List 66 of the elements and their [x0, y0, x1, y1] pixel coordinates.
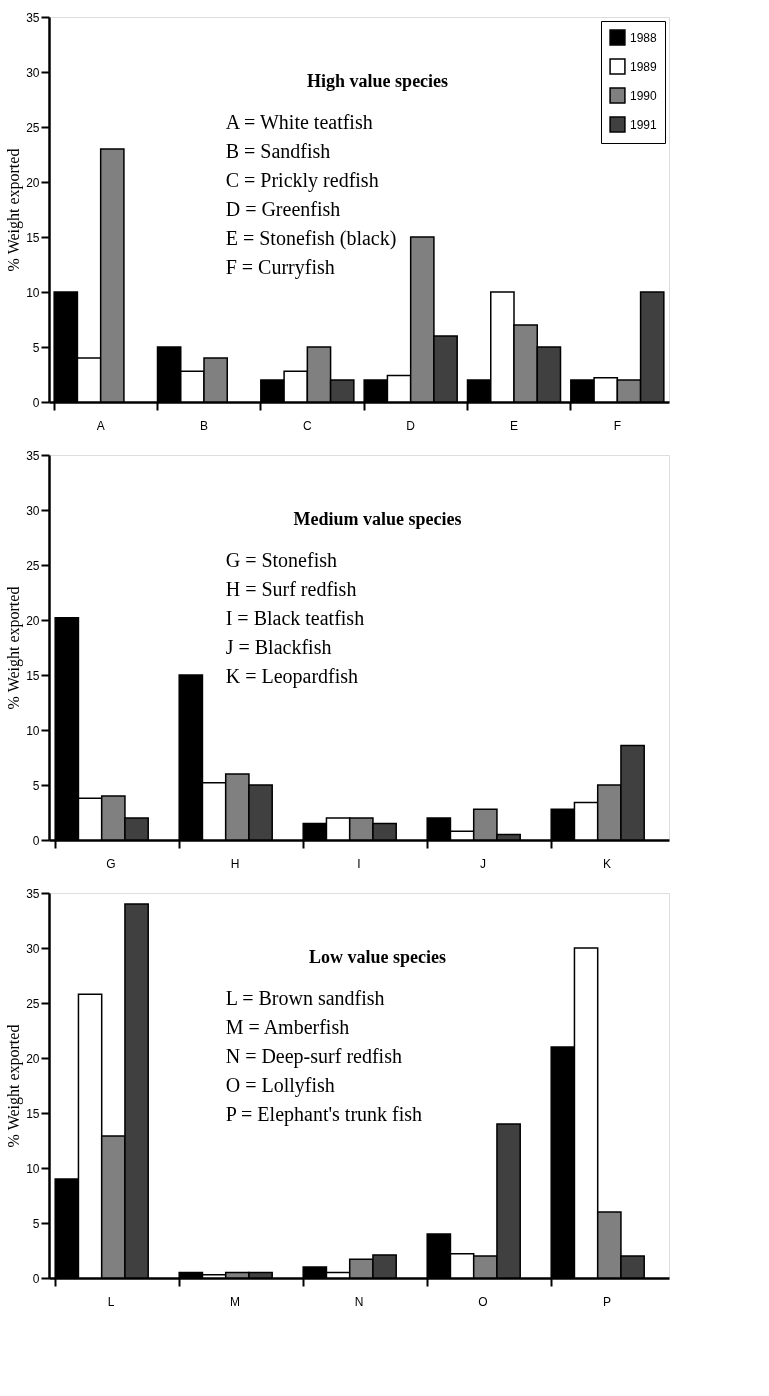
text: Low value species	[309, 947, 447, 968]
y-tick-label: 5	[32, 340, 40, 355]
annotation: M = Amberfish	[225, 1015, 350, 1038]
x-tick-label: E	[509, 418, 519, 433]
annotation: F = Curryfish	[225, 255, 335, 279]
legend-label: 1990	[630, 88, 658, 103]
x-tick-label: N	[354, 1294, 364, 1309]
y-tick-label: 35	[26, 448, 40, 463]
y-axis-title: % Weight exported	[5, 1024, 24, 1148]
y-tick-label: 25	[26, 558, 40, 573]
y-tick-label: 0	[32, 1271, 40, 1286]
y-tick-label: 15	[26, 1106, 40, 1121]
y-tick-label: 5	[32, 1216, 40, 1231]
x-tick-label: K	[602, 856, 612, 871]
x-tick-label: P	[602, 1294, 612, 1309]
y-tick-label: 30	[26, 941, 40, 956]
x-tick-label: H	[230, 856, 240, 871]
x-tick-label: F	[613, 418, 622, 433]
annotation: J = Blackfish	[225, 635, 332, 658]
y-tick-label: 30	[26, 65, 40, 80]
y-tick-label: 25	[26, 120, 40, 135]
y-tick-label: 15	[26, 668, 40, 683]
y-tick-label: 25	[26, 996, 40, 1011]
annotation: G = Stonefish	[225, 548, 337, 571]
x-tick-label: M	[230, 1294, 240, 1309]
y-axis-title: % Weight exported	[5, 148, 24, 272]
y-tick-label: 35	[26, 886, 40, 901]
x-tick-label: L	[107, 1294, 115, 1309]
annotation: K = Leopardfish	[225, 664, 359, 688]
x-tick-label: C	[303, 418, 312, 433]
annotation: D = Greenfish	[225, 197, 341, 220]
x-tick-label: J	[480, 856, 486, 871]
y-tick-label: 20	[26, 613, 40, 628]
y-tick-label: 15	[26, 230, 40, 245]
x-tick-label: G	[106, 856, 116, 871]
y-tick-label: 10	[26, 285, 40, 300]
legend-label: 1991	[630, 117, 658, 132]
y-tick-label: 20	[26, 1051, 40, 1066]
y-tick-label: 10	[26, 723, 40, 738]
text: High value species	[307, 71, 449, 92]
annotation: I = Black teatfish	[225, 606, 365, 629]
annotation: N = Deep-surf redfish	[225, 1044, 402, 1068]
annotation: C = Prickly redfish	[225, 168, 379, 192]
annotation: L = Brown sandfish	[225, 986, 385, 1009]
y-tick-label: 0	[32, 395, 40, 410]
annotation: P = Elephant's trunk fish	[225, 1102, 423, 1126]
y-tick-label: 35	[26, 10, 40, 25]
legend-label: 1989	[630, 59, 658, 74]
y-tick-label: 0	[32, 833, 40, 848]
y-tick-label: 30	[26, 503, 40, 518]
y-tick-label: 10	[26, 1161, 40, 1176]
x-tick-label: A	[96, 418, 105, 433]
y-tick-label: 20	[26, 175, 40, 190]
annotation: A = White teatfish	[225, 110, 373, 133]
x-tick-label: B	[199, 418, 209, 433]
annotation: E = Stonefish (black)	[225, 226, 397, 250]
legend-label: 1988	[630, 30, 658, 45]
annotation: H = Surf redfish	[225, 577, 357, 600]
x-tick-label: O	[478, 1294, 488, 1309]
x-tick-label: D	[406, 418, 416, 433]
annotation: O = Lollyfish	[225, 1073, 335, 1097]
y-axis-title: % Weight exported	[5, 586, 24, 710]
text: Medium value species	[293, 509, 462, 530]
annotation: B = Sandfish	[225, 139, 331, 162]
x-tick-label: I	[357, 856, 361, 871]
y-tick-label: 5	[32, 778, 40, 793]
